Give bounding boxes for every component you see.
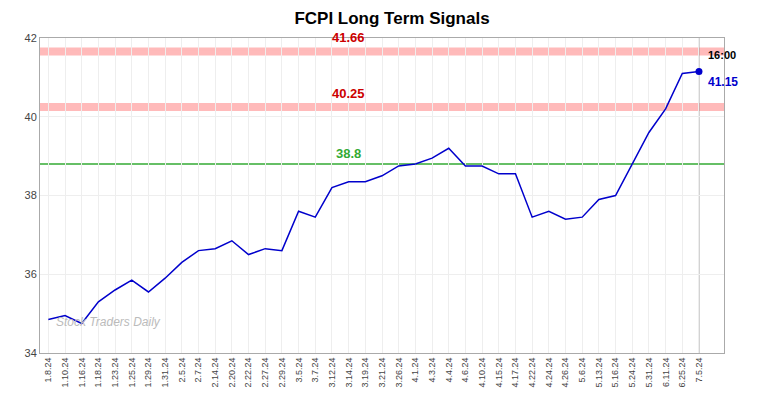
svg-text:2.27.24: 2.27.24 (260, 358, 270, 388)
svg-text:4.17.24: 4.17.24 (510, 358, 520, 388)
svg-text:34: 34 (25, 347, 37, 359)
svg-text:1.31.24: 1.31.24 (160, 358, 170, 388)
svg-text:3.26.24: 3.26.24 (394, 358, 404, 388)
svg-text:1.29.24: 1.29.24 (143, 358, 153, 388)
svg-text:2.5.24: 2.5.24 (177, 358, 187, 383)
svg-text:2.20.24: 2.20.24 (227, 358, 237, 388)
svg-text:4.1.24: 4.1.24 (410, 358, 420, 383)
svg-text:42: 42 (25, 32, 37, 44)
svg-text:6.25.24: 6.25.24 (677, 358, 687, 388)
svg-text:38: 38 (25, 189, 37, 201)
svg-text:36: 36 (25, 268, 37, 280)
svg-text:2.14.24: 2.14.24 (210, 358, 220, 388)
svg-text:4.24.24: 4.24.24 (544, 358, 554, 388)
svg-text:3.21.24: 3.21.24 (377, 358, 387, 388)
svg-text:3.12.24: 3.12.24 (327, 358, 337, 388)
svg-text:40: 40 (25, 111, 37, 123)
svg-text:41.15: 41.15 (708, 75, 738, 89)
svg-text:4.10.24: 4.10.24 (477, 358, 487, 388)
svg-text:1.25.24: 1.25.24 (127, 358, 137, 388)
svg-text:1.10.24: 1.10.24 (60, 358, 70, 388)
svg-text:1.23.24: 1.23.24 (110, 358, 120, 388)
svg-text:38.8: 38.8 (336, 146, 361, 161)
svg-text:4.3.24: 4.3.24 (427, 358, 437, 383)
svg-text:5.24.24: 5.24.24 (627, 358, 637, 388)
svg-text:1.18.24: 1.18.24 (93, 358, 103, 388)
svg-text:4.26.24: 4.26.24 (560, 358, 570, 388)
svg-text:4.15.24: 4.15.24 (494, 358, 504, 388)
svg-text:3.14.24: 3.14.24 (344, 358, 354, 388)
svg-text:4.4.24: 4.4.24 (444, 358, 454, 383)
svg-text:1.16.24: 1.16.24 (77, 358, 87, 388)
svg-text:2.22.24: 2.22.24 (243, 358, 253, 388)
svg-text:Stock Traders Daily: Stock Traders Daily (56, 315, 161, 329)
svg-text:1.8.24: 1.8.24 (43, 358, 53, 383)
svg-text:4.22.24: 4.22.24 (527, 358, 537, 388)
svg-text:40.25: 40.25 (332, 86, 365, 101)
svg-text:3.5.24: 3.5.24 (294, 358, 304, 383)
svg-text:5.13.24: 5.13.24 (594, 358, 604, 388)
svg-text:7.5.24: 7.5.24 (694, 358, 704, 383)
svg-text:FCPI Long Term Signals: FCPI Long Term Signals (294, 9, 489, 28)
svg-text:41.66: 41.66 (332, 30, 365, 45)
svg-text:3.7.24: 3.7.24 (310, 358, 320, 383)
svg-text:2.29.24: 2.29.24 (277, 358, 287, 388)
svg-text:5.16.24: 5.16.24 (610, 358, 620, 388)
svg-text:6.11.24: 6.11.24 (661, 358, 671, 387)
svg-text:2.7.24: 2.7.24 (193, 358, 203, 383)
svg-text:5.31.24: 5.31.24 (644, 358, 654, 388)
svg-text:16:00: 16:00 (708, 49, 736, 61)
svg-text:3.19.24: 3.19.24 (360, 358, 370, 388)
svg-text:5.6.24: 5.6.24 (577, 358, 587, 383)
svg-text:4.6.24: 4.6.24 (460, 358, 470, 383)
